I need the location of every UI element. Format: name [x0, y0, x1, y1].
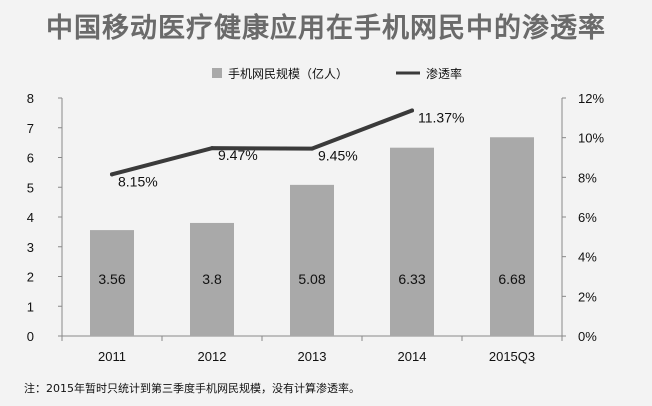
- bar: [390, 147, 434, 336]
- axes: 0 1 2 3 4 5 6 7 8 0% 2% 4% 6% 8% 10% 12% 2011 2012 2013 201…: [27, 91, 605, 364]
- left-tick-label: 2: [27, 270, 34, 285]
- penetration-line: [110, 108, 414, 177]
- left-tick-label: 4: [27, 210, 34, 225]
- bar: [490, 137, 534, 336]
- x-tick-label: 2014: [398, 349, 427, 364]
- legend-bar-label: 手机网民规模（亿人）: [228, 66, 348, 81]
- bars: [90, 137, 534, 336]
- left-tick-label: 7: [27, 121, 34, 136]
- left-tick-label: 6: [27, 151, 34, 166]
- legend-line-label: 渗透率: [426, 66, 462, 81]
- bar-value-label: 3.56: [98, 271, 125, 287]
- left-tick-label: 8: [27, 91, 34, 106]
- right-tick-label: 6%: [578, 210, 597, 225]
- x-tick-label: 2012: [198, 349, 227, 364]
- right-tick-label: 0%: [578, 329, 597, 344]
- data-labels: 3.56 3.8 5.08 6.33 6.68 8.15% 9.47% 9.45% 11.37%: [98, 109, 525, 287]
- right-tick-label: 10%: [578, 131, 604, 146]
- line-point: [110, 172, 114, 177]
- bar: [190, 222, 234, 336]
- right-tick-label: 2%: [578, 289, 597, 304]
- legend-bar-swatch: [212, 68, 222, 78]
- legend: 手机网民规模（亿人） 渗透率: [212, 66, 462, 81]
- footnote: 注：2015年暂时只统计到第三季度手机网民规模，没有计算渗透率。: [24, 382, 360, 395]
- line-point: [210, 146, 214, 151]
- left-tick-label: 0: [27, 329, 34, 344]
- line-point: [410, 108, 414, 113]
- bar-value-label: 5.08: [298, 271, 325, 287]
- x-tick-label: 2011: [98, 349, 126, 364]
- bar: [290, 184, 334, 336]
- left-tick-label: 5: [27, 180, 34, 195]
- left-tick-label: 3: [27, 240, 34, 255]
- line-value-label: 9.47%: [218, 147, 258, 163]
- right-tick-label: 8%: [578, 170, 597, 185]
- bar: [90, 230, 134, 336]
- penetration-line-path: [110, 108, 414, 177]
- line-value-label: 11.37%: [418, 109, 464, 125]
- line-value-label: 8.15%: [118, 173, 158, 189]
- x-tick-label: 2015Q3: [489, 349, 535, 364]
- bar-value-label: 6.33: [398, 271, 425, 287]
- right-tick-label: 4%: [578, 250, 597, 265]
- left-tick-label: 1: [27, 299, 34, 314]
- bar-value-label: 6.68: [498, 271, 525, 287]
- line-point: [310, 146, 314, 151]
- line-value-label: 9.45%: [318, 148, 358, 164]
- chart-title: 中国移动医疗健康应用在手机网民中的渗透率: [46, 13, 606, 44]
- x-tick-label: 2013: [298, 349, 327, 364]
- right-tick-label: 12%: [578, 91, 604, 106]
- bar-value-label: 3.8: [202, 271, 222, 287]
